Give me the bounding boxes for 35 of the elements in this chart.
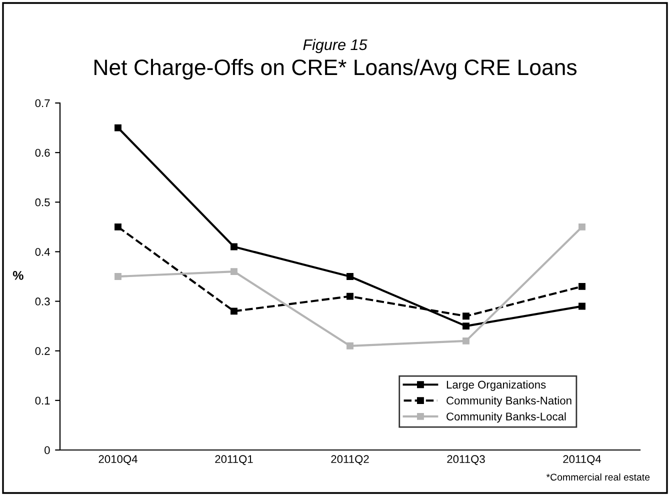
point xyxy=(578,223,586,230)
chart-title: Net Charge-Offs on CRE* Loans/Avg CRE Loans xyxy=(94,58,577,80)
point xyxy=(114,124,122,132)
y-tick-label: 0.5 xyxy=(35,198,50,206)
point xyxy=(462,312,470,320)
legend-label: Community Banks-Nation xyxy=(446,396,572,407)
legend-label: Large Organizations xyxy=(446,380,546,391)
point xyxy=(114,223,122,230)
y-axis-title: % xyxy=(12,271,24,280)
point xyxy=(578,302,586,310)
x-tick-label: 2010Q4 xyxy=(98,455,138,466)
point xyxy=(346,273,354,280)
x-tick-label: 2011Q4 xyxy=(563,455,602,466)
point xyxy=(346,342,354,350)
y-tick-label: 0.4 xyxy=(35,248,50,256)
y-tick-label: 0 xyxy=(44,446,50,454)
y-tick-label: 0.2 xyxy=(35,347,50,355)
x-tick-label: 2011Q1 xyxy=(215,455,253,466)
y-tick-label: 0.6 xyxy=(35,148,50,157)
legend-label: Community Banks-Local xyxy=(446,412,566,423)
point xyxy=(462,337,470,344)
point xyxy=(346,292,354,300)
y-tick-label: 0.3 xyxy=(35,298,50,306)
y-tick-label: 0.7 xyxy=(35,99,50,108)
text: *Commercial real estate xyxy=(546,473,650,481)
point xyxy=(230,243,238,250)
point xyxy=(578,282,586,290)
point xyxy=(230,308,238,315)
chart-subtitle: Figure 15 xyxy=(303,38,368,54)
y-tick-label: 0.1 xyxy=(35,396,50,405)
x-tick-label: 2011Q2 xyxy=(331,455,369,466)
point xyxy=(230,268,238,276)
point xyxy=(114,273,122,280)
x-tick-label: 2011Q3 xyxy=(447,455,485,466)
point xyxy=(462,322,470,330)
